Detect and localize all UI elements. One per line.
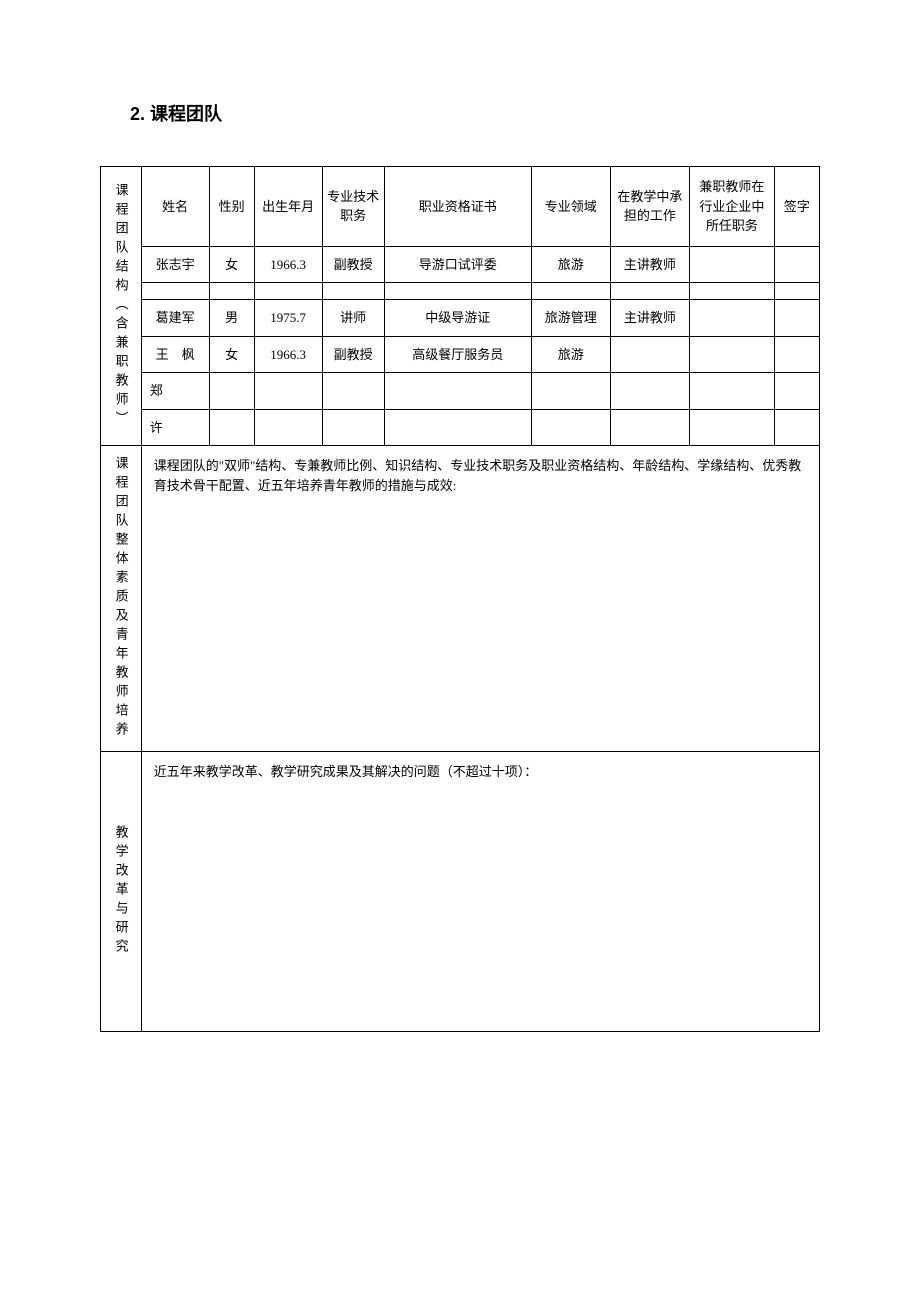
- cell-field: [531, 373, 610, 410]
- reform-row: 教学改革与研究 近五年来教学改革、教学研究成果及其解决的问题（不超过十项）：: [101, 752, 820, 1032]
- section-title-text: 课程团队: [150, 104, 222, 124]
- table-row: [101, 283, 820, 300]
- cell-name: 许: [141, 409, 209, 446]
- cell-name: 郑: [141, 373, 209, 410]
- cell-birth: [254, 373, 322, 410]
- cell-sign: [774, 246, 819, 283]
- header-title: 专业技术职务: [322, 167, 384, 247]
- cell-field: [531, 283, 610, 300]
- cell-cert: 导游口试评委: [384, 246, 531, 283]
- cell-cert: 高级餐厅服务员: [384, 336, 531, 373]
- cell-parttime: [689, 246, 774, 283]
- cell-gender: [209, 409, 254, 446]
- cell-gender: 女: [209, 336, 254, 373]
- cell-field: 旅游管理: [531, 300, 610, 337]
- section-number: 2.: [130, 104, 145, 124]
- cell-title: 副教授: [322, 246, 384, 283]
- cell-teach: 主讲教师: [610, 300, 689, 337]
- cell-sign: [774, 409, 819, 446]
- header-name: 姓名: [141, 167, 209, 247]
- cell-parttime: [689, 300, 774, 337]
- table-row: 葛建军 男 1975.7 讲师 中级导游证 旅游管理 主讲教师: [101, 300, 820, 337]
- cell-title: [322, 283, 384, 300]
- cell-cert: [384, 409, 531, 446]
- cell-parttime: [689, 283, 774, 300]
- cell-teach: 主讲教师: [610, 246, 689, 283]
- cell-name: [141, 283, 209, 300]
- cell-name: 葛建军: [141, 300, 209, 337]
- cell-gender: [209, 373, 254, 410]
- cell-birth: [254, 283, 322, 300]
- table-row: 许: [101, 409, 820, 446]
- header-teach: 在教学中承担的工作: [610, 167, 689, 247]
- cell-field: 旅游: [531, 246, 610, 283]
- header-parttime: 兼职教师在行业企业中所任职务: [689, 167, 774, 247]
- vheader-structure: 课程团队结构（含兼职教师）: [101, 167, 142, 446]
- course-team-table: 课程团队结构（含兼职教师） 姓名 性别 出生年月 专业技术职务 职业资格证书 专…: [100, 166, 820, 1032]
- header-gender: 性别: [209, 167, 254, 247]
- cell-field: [531, 409, 610, 446]
- cell-parttime: [689, 409, 774, 446]
- cell-sign: [774, 283, 819, 300]
- cell-title: 讲师: [322, 300, 384, 337]
- section-title: 2. 课程团队: [130, 100, 820, 126]
- header-cert: 职业资格证书: [384, 167, 531, 247]
- table-row: 张志宇 女 1966.3 副教授 导游口试评委 旅游 主讲教师: [101, 246, 820, 283]
- cell-parttime: [689, 336, 774, 373]
- cell-birth: [254, 409, 322, 446]
- header-field: 专业领域: [531, 167, 610, 247]
- cell-birth: 1966.3: [254, 336, 322, 373]
- cell-teach: [610, 409, 689, 446]
- header-sign: 签字: [774, 167, 819, 247]
- cell-field: 旅游: [531, 336, 610, 373]
- cell-cert: [384, 373, 531, 410]
- cell-birth: 1966.3: [254, 246, 322, 283]
- cell-gender: 男: [209, 300, 254, 337]
- cell-birth: 1975.7: [254, 300, 322, 337]
- cell-cert: [384, 283, 531, 300]
- reform-content: 近五年来教学改革、教学研究成果及其解决的问题（不超过十项）：: [141, 752, 819, 1032]
- cell-teach: [610, 373, 689, 410]
- cell-title: [322, 409, 384, 446]
- cell-name: 张志宇: [141, 246, 209, 283]
- cell-title: 副教授: [322, 336, 384, 373]
- cell-title: [322, 373, 384, 410]
- cell-name: 王 枫: [141, 336, 209, 373]
- cell-sign: [774, 373, 819, 410]
- table-row: 郑: [101, 373, 820, 410]
- vheader-quality: 课程团队整体素质及青年教师培养: [101, 446, 142, 752]
- vheader-reform: 教学改革与研究: [101, 752, 142, 1032]
- cell-gender: [209, 283, 254, 300]
- header-birth: 出生年月: [254, 167, 322, 247]
- cell-teach: [610, 336, 689, 373]
- quality-row: 课程团队整体素质及青年教师培养 课程团队的"双师"结构、专兼教师比例、知识结构、…: [101, 446, 820, 752]
- cell-gender: 女: [209, 246, 254, 283]
- cell-sign: [774, 336, 819, 373]
- quality-content: 课程团队的"双师"结构、专兼教师比例、知识结构、专业技术职务及职业资格结构、年龄…: [141, 446, 819, 752]
- table-row: 王 枫 女 1966.3 副教授 高级餐厅服务员 旅游: [101, 336, 820, 373]
- cell-cert: 中级导游证: [384, 300, 531, 337]
- cell-sign: [774, 300, 819, 337]
- cell-teach: [610, 283, 689, 300]
- cell-parttime: [689, 373, 774, 410]
- header-row: 课程团队结构（含兼职教师） 姓名 性别 出生年月 专业技术职务 职业资格证书 专…: [101, 167, 820, 247]
